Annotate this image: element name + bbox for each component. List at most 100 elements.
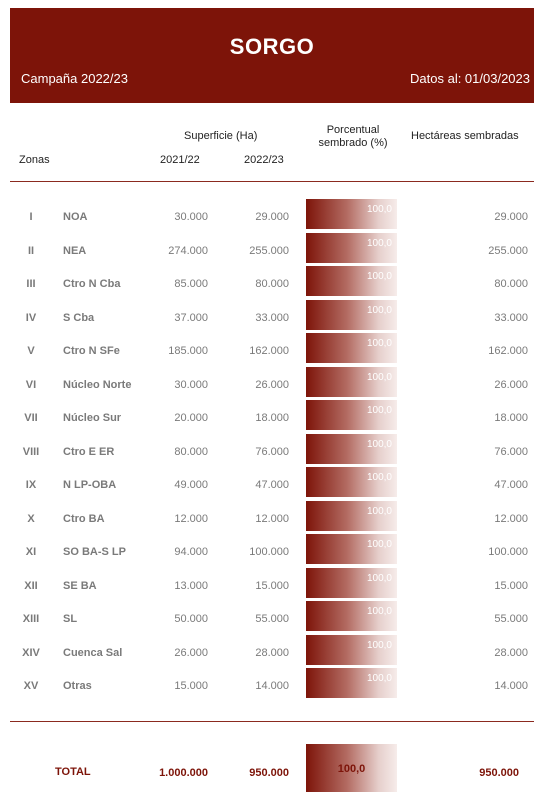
superficie-2022: 18.000 xyxy=(255,412,289,424)
zone-name: Ctro E ER xyxy=(63,445,115,458)
hectareas-sembradas: 18.000 xyxy=(494,412,528,424)
percent-bar: 100,0 xyxy=(306,299,397,330)
table-row: VI Núcleo Norte 30.000 26.000 100,0 26.000 xyxy=(0,366,542,401)
percent-value: 100,0 xyxy=(366,505,392,517)
table-row: XV Otras 15.000 14.000 100,0 14.000 xyxy=(0,668,542,702)
percent-bar: 100,0 xyxy=(306,333,397,363)
hectareas-sembradas: 29.000 xyxy=(494,211,528,223)
hectareas-sembradas: 12.000 xyxy=(494,512,528,525)
percent-bar: 100,0 xyxy=(306,668,397,698)
superficie-2021: 50.000 xyxy=(174,613,208,625)
hectareas-sembradas: 14.000 xyxy=(494,680,528,692)
hectareas-sembradas: 15.000 xyxy=(494,579,528,592)
percent-value: 100,0 xyxy=(366,673,392,684)
superficie-2021: 94.000 xyxy=(174,546,208,558)
superficie-2021: 20.000 xyxy=(174,412,208,424)
percent-value: 100,0 xyxy=(366,271,392,282)
percent-bar: 100,0 xyxy=(306,400,397,430)
zone-number: XI xyxy=(25,546,37,558)
percent-value: 100,0 xyxy=(366,539,392,550)
zone-number: V xyxy=(27,345,35,357)
zone-number: VIII xyxy=(22,445,40,458)
hectareas-sembradas: 28.000 xyxy=(494,646,528,659)
table-row: XIV Cuenca Sal 26.000 28.000 100,0 28.000 xyxy=(0,634,542,669)
zone-number: VI xyxy=(25,378,37,391)
percent-bar: 100,0 xyxy=(306,500,397,531)
superficie-2021: 30.000 xyxy=(174,378,208,391)
superficie-2021: 15.000 xyxy=(174,680,208,692)
column-header-porcentual-line1: Porcentual xyxy=(326,124,380,136)
zone-name: N LP-OBA xyxy=(63,479,117,491)
percent-value: 100,0 xyxy=(366,572,392,584)
superficie-2022: 80.000 xyxy=(255,278,289,290)
hectareas-sembradas: 162.000 xyxy=(488,345,528,357)
zone-number: IX xyxy=(25,479,37,491)
zone-name: Ctro N SFe xyxy=(63,345,120,357)
table-row: V Ctro N SFe 185.000 162.000 100,0 162.000 xyxy=(0,333,542,367)
total-hectareas: 950.000 xyxy=(479,767,519,779)
percent-bar: 100,0 xyxy=(306,199,397,229)
superficie-2022: 47.000 xyxy=(255,479,289,491)
table-row: XI SO BA-S LP 94.000 100.000 100,0 100.000 xyxy=(0,534,542,568)
percent-bar: 100,0 xyxy=(306,467,397,497)
table-row: IV S Cba 37.000 33.000 100,0 33.000 xyxy=(0,299,542,334)
percent-bar: 100,0 xyxy=(306,567,397,598)
column-header-porcentual-line2: sembrado (%) xyxy=(318,137,388,149)
superficie-2021: 12.000 xyxy=(174,512,208,525)
percent-bar: 100,0 xyxy=(306,232,397,263)
superficie-2022: 255.000 xyxy=(249,244,289,257)
campaign-label: Campaña 2022/23 xyxy=(21,71,128,86)
percent-value: 100,0 xyxy=(366,204,392,215)
zone-name: Ctro N Cba xyxy=(63,278,121,290)
zone-name: Cuenca Sal xyxy=(63,646,123,659)
zone-number: I xyxy=(29,211,33,223)
zone-name: Otras xyxy=(63,680,92,692)
percent-value: 100,0 xyxy=(366,371,392,383)
column-header-year-2021: 2021/22 xyxy=(160,154,200,166)
superficie-2022: 55.000 xyxy=(255,613,289,625)
percent-value: 100,0 xyxy=(366,639,392,651)
superficie-2021: 49.000 xyxy=(174,479,208,491)
superficie-2022: 162.000 xyxy=(249,345,289,357)
total-divider xyxy=(10,721,534,722)
total-percent-value: 100,0 xyxy=(337,763,366,775)
page-title: SORGO xyxy=(229,34,315,59)
zone-number: III xyxy=(26,278,36,290)
zone-name: SE BA xyxy=(63,579,97,592)
zone-name: SO BA-S LP xyxy=(63,546,126,558)
percent-value: 100,0 xyxy=(366,438,392,450)
zone-name: NEA xyxy=(63,244,87,257)
percent-bar: 100,0 xyxy=(306,366,397,397)
hectareas-sembradas: 100.000 xyxy=(488,546,528,558)
superficie-2022: 26.000 xyxy=(255,378,289,391)
zone-name: S Cba xyxy=(63,311,95,324)
zone-number: VII xyxy=(24,412,38,424)
percent-value: 100,0 xyxy=(366,304,392,316)
column-header-zonas: Zonas xyxy=(19,154,50,166)
superficie-2021: 85.000 xyxy=(174,278,208,290)
percent-value: 100,0 xyxy=(366,472,392,483)
hectareas-sembradas: 80.000 xyxy=(494,278,528,290)
total-row: TOTAL 1.000.000 950.000 100,0 950.000 xyxy=(0,744,542,792)
hectareas-sembradas: 47.000 xyxy=(494,479,528,491)
table-row: XII SE BA 13.000 15.000 100,0 15.000 xyxy=(0,567,542,602)
zone-number: X xyxy=(27,512,35,525)
superficie-2021: 37.000 xyxy=(174,311,208,324)
percent-value: 100,0 xyxy=(366,405,392,416)
table-row: II NEA 274.000 255.000 100,0 255.000 xyxy=(0,232,542,267)
table-row: VII Núcleo Sur 20.000 18.000 100,0 18.000 xyxy=(0,400,542,434)
percent-bar: 100,0 xyxy=(306,433,397,464)
percent-value: 100,0 xyxy=(366,338,392,349)
zone-number: II xyxy=(27,244,35,257)
zone-number: IV xyxy=(25,311,37,324)
superficie-2022: 15.000 xyxy=(255,579,289,592)
data-date-label: Datos al: 01/03/2023 xyxy=(410,71,530,86)
superficie-2022: 33.000 xyxy=(255,311,289,324)
superficie-2022: 12.000 xyxy=(255,512,289,525)
superficie-2021: 30.000 xyxy=(174,211,208,223)
percent-bar: 100,0 xyxy=(306,534,397,564)
table-row: XIII SL 50.000 55.000 100,0 55.000 xyxy=(0,601,542,635)
total-percent-bar: 100,0 xyxy=(306,744,397,792)
title-banner: SORGO Campaña 2022/23 Datos al: 01/03/20… xyxy=(10,8,534,103)
superficie-2021: 185.000 xyxy=(168,345,208,357)
